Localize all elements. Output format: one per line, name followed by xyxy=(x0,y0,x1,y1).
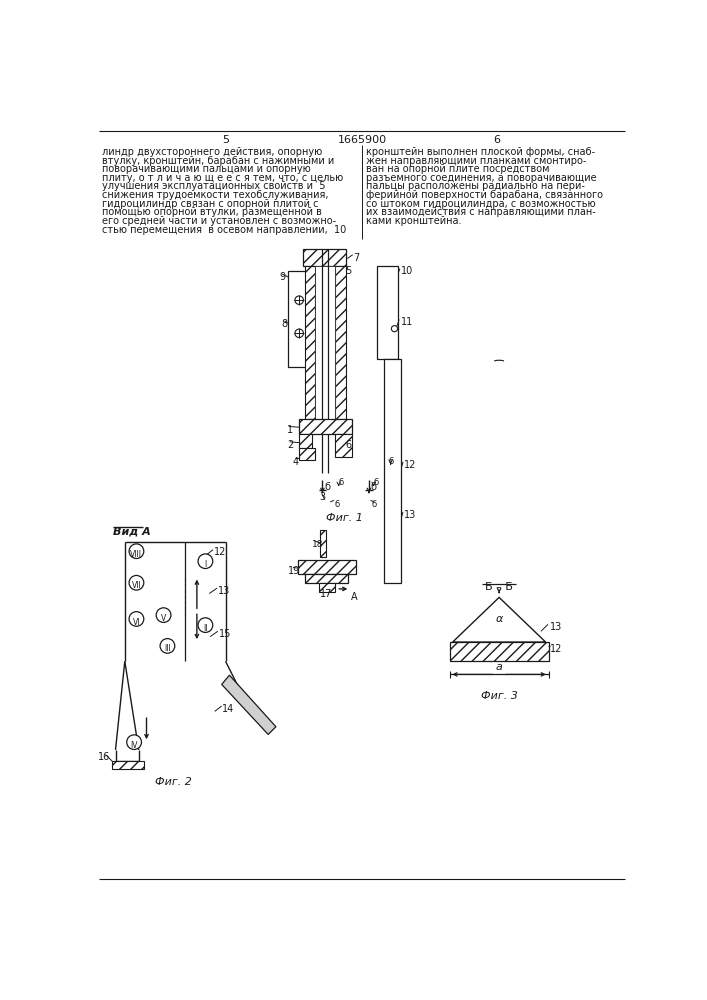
Text: помощью опорной втулки, размещенной в: помощью опорной втулки, размещенной в xyxy=(103,207,322,217)
Text: б: б xyxy=(335,500,340,509)
Circle shape xyxy=(160,639,175,653)
Bar xyxy=(288,271,310,367)
Text: I: I xyxy=(204,560,206,569)
Text: 8: 8 xyxy=(281,319,288,329)
Text: 9: 9 xyxy=(280,272,286,282)
Text: VIII: VIII xyxy=(130,550,142,559)
Text: 12: 12 xyxy=(404,460,416,470)
Text: 15: 15 xyxy=(218,629,231,639)
Circle shape xyxy=(295,329,303,338)
Text: 4: 4 xyxy=(292,457,298,467)
Text: VII: VII xyxy=(132,581,141,590)
Text: 6: 6 xyxy=(346,440,352,450)
Text: α: α xyxy=(496,614,503,624)
Text: ван на опорной плите посредством: ван на опорной плите посредством xyxy=(366,164,549,174)
Text: 3: 3 xyxy=(320,492,325,502)
Bar xyxy=(299,434,312,448)
Text: б: б xyxy=(324,482,330,492)
Text: 11: 11 xyxy=(401,317,413,327)
Text: их взаимодействия с направляющими план-: их взаимодействия с направляющими план- xyxy=(366,207,595,217)
Bar xyxy=(315,266,335,419)
Text: пальцы расположены радиально на пери-: пальцы расположены радиально на пери- xyxy=(366,181,585,191)
Bar xyxy=(305,574,348,583)
Bar xyxy=(385,359,402,583)
Circle shape xyxy=(129,612,144,626)
Text: со штоком гидроцилиндра, с возможностью: со штоком гидроцилиндра, с возможностью xyxy=(366,199,595,209)
Text: 5: 5 xyxy=(345,266,351,276)
Text: кронштейн выполнен плоской формы, снаб-: кронштейн выполнен плоской формы, снаб- xyxy=(366,147,595,157)
Text: гидроцилиндр связан с опорной плитой с: гидроцилиндр связан с опорной плитой с xyxy=(103,199,319,209)
Text: 5: 5 xyxy=(222,135,229,145)
Text: 7: 7 xyxy=(354,253,360,263)
Bar xyxy=(299,448,315,460)
Bar xyxy=(298,560,356,574)
Text: Фиг. 2: Фиг. 2 xyxy=(156,777,192,787)
Text: б: б xyxy=(371,500,377,509)
Text: стью перемещения  в осевом направлении,  10: стью перемещения в осевом направлении, 1… xyxy=(103,225,346,235)
Text: его средней части и установлен с возможно-: его средней части и установлен с возможн… xyxy=(103,216,337,226)
Text: б: б xyxy=(370,482,377,492)
Bar xyxy=(377,266,398,359)
Text: 2: 2 xyxy=(288,440,294,450)
Text: втулку, кронштейн, барабан с нажимными и: втулку, кронштейн, барабан с нажимными и xyxy=(103,156,334,166)
Circle shape xyxy=(129,575,144,590)
Polygon shape xyxy=(222,675,276,734)
Text: 13: 13 xyxy=(404,510,416,520)
Text: линдр двухстороннего действия, опорную: линдр двухстороннего действия, опорную xyxy=(103,147,322,157)
Circle shape xyxy=(198,554,213,569)
Text: снижения трудоемкости техобслуживания,: снижения трудоемкости техобслуживания, xyxy=(103,190,329,200)
Text: 14: 14 xyxy=(223,704,235,714)
Text: поворачивающими пальцами и опорную: поворачивающими пальцами и опорную xyxy=(103,164,311,174)
Text: 13: 13 xyxy=(549,622,562,632)
Text: улучшения эксплуатационных свойств и  5: улучшения эксплуатационных свойств и 5 xyxy=(103,181,326,191)
Text: II: II xyxy=(203,624,208,633)
Text: б: б xyxy=(373,478,379,487)
Text: а: а xyxy=(496,662,503,672)
Text: 6: 6 xyxy=(493,135,501,145)
Circle shape xyxy=(129,544,144,559)
Text: VI: VI xyxy=(133,618,140,627)
Text: 1665900: 1665900 xyxy=(337,135,387,145)
Text: 1: 1 xyxy=(287,425,293,435)
Text: жен направляющими планками смонтиро-: жен направляющими планками смонтиро- xyxy=(366,156,586,166)
Text: 10: 10 xyxy=(401,266,413,276)
Bar xyxy=(303,249,346,266)
Text: б: б xyxy=(388,457,394,466)
Text: ферийной поверхности барабана, связанного: ферийной поверхности барабана, связанног… xyxy=(366,190,603,200)
Bar xyxy=(335,266,346,419)
Text: А: А xyxy=(351,592,358,602)
Bar xyxy=(335,434,352,457)
Text: Фиг. 3: Фиг. 3 xyxy=(481,691,518,701)
Text: 16: 16 xyxy=(98,752,111,762)
Circle shape xyxy=(156,608,171,622)
Text: 17: 17 xyxy=(320,589,332,599)
Text: Вид А: Вид А xyxy=(113,527,151,537)
Text: III: III xyxy=(164,644,171,653)
Text: разъемного соединения, а поворачивающие: разъемного соединения, а поворачивающие xyxy=(366,173,597,183)
Text: 12: 12 xyxy=(214,547,226,557)
Text: IV: IV xyxy=(130,741,138,750)
Bar xyxy=(320,266,329,278)
Bar xyxy=(305,266,315,419)
Bar xyxy=(320,583,335,592)
Text: 18: 18 xyxy=(312,540,323,549)
Circle shape xyxy=(198,618,213,632)
Text: Фиг. 1: Фиг. 1 xyxy=(326,513,363,523)
Text: б: б xyxy=(339,478,344,487)
Text: ками кронштейна.: ками кронштейна. xyxy=(366,216,462,226)
Text: 12: 12 xyxy=(549,644,562,654)
Text: 13: 13 xyxy=(218,586,230,596)
Text: 19: 19 xyxy=(288,566,300,576)
Circle shape xyxy=(295,296,303,304)
Text: Б – Б: Б – Б xyxy=(485,582,513,592)
Text: V: V xyxy=(161,614,166,623)
Bar xyxy=(112,761,144,769)
Bar xyxy=(320,530,327,557)
Circle shape xyxy=(127,735,141,749)
Bar xyxy=(299,419,352,434)
Text: плиту, о т л и ч а ю щ е е с я тем, что, с целью: плиту, о т л и ч а ю щ е е с я тем, что,… xyxy=(103,173,344,183)
Bar xyxy=(450,642,549,661)
